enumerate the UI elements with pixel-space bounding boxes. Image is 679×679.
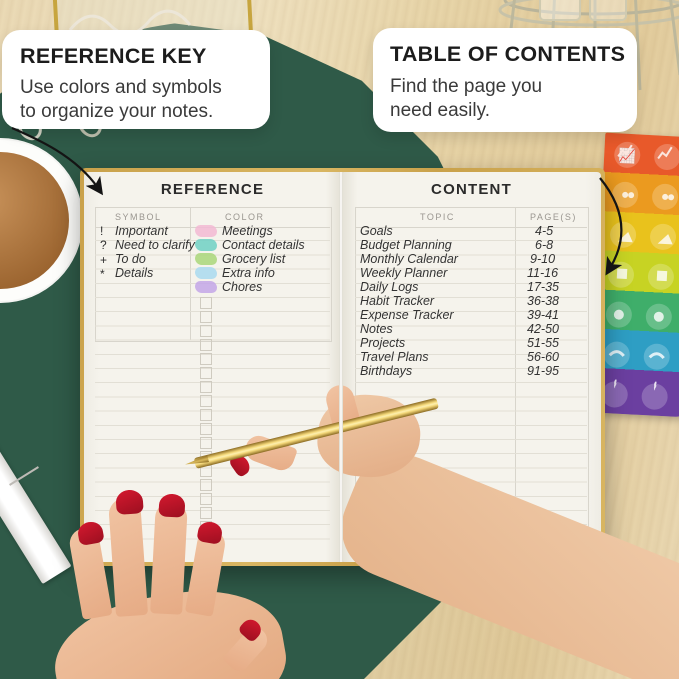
svg-text:📈: 📈 [618, 147, 636, 165]
